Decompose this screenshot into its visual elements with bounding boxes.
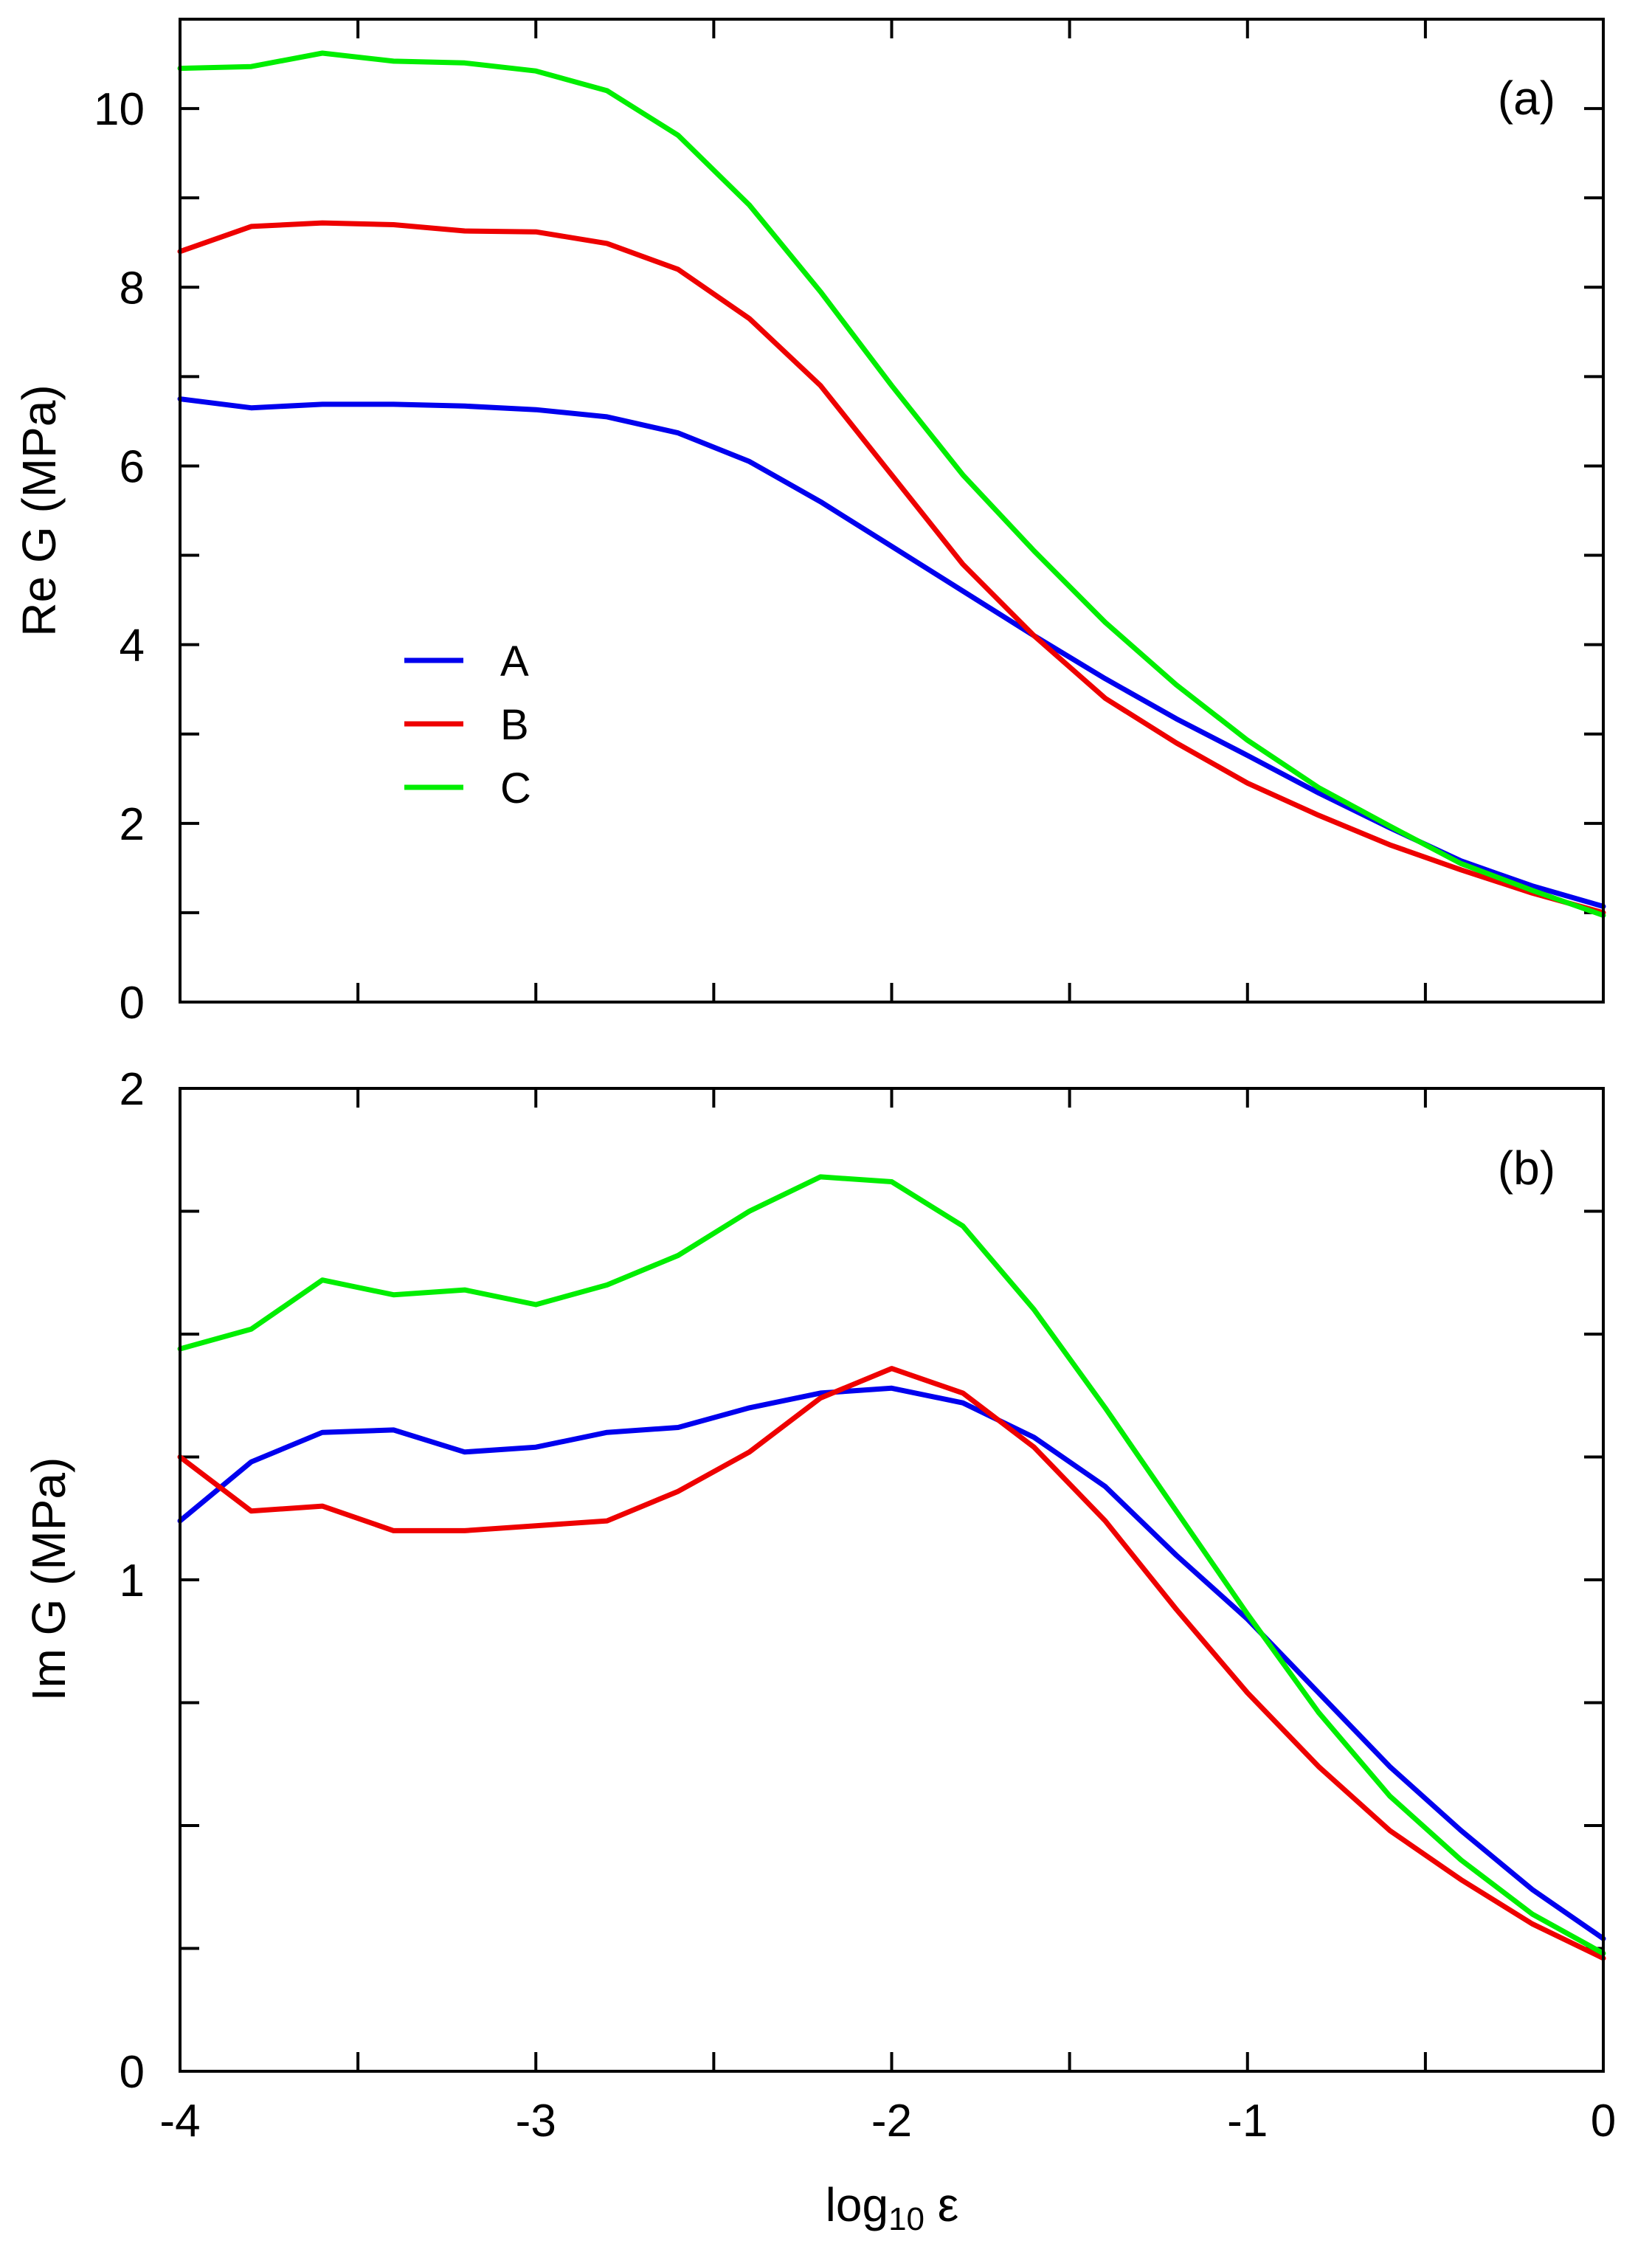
legend-label-b: B <box>500 701 529 749</box>
panel-a-ytick-label: 0 <box>120 978 145 1029</box>
panel-b-ytick-label: 0 <box>120 2047 145 2098</box>
legend-label-a: A <box>500 638 529 686</box>
panel-b-tick-labels: 0 1 2 -4 -3 -2 -1 0 <box>120 1064 1617 2147</box>
panel-a-ytick-label: 4 <box>120 621 145 671</box>
panel-a-series-b <box>177 220 1606 916</box>
panel-b-xtick-label: -4 <box>159 2096 200 2147</box>
panel-a-series-a <box>177 396 1606 909</box>
panel-b-series-c <box>177 1174 1606 1956</box>
panel-b-series <box>177 1174 1606 1961</box>
panel-b-ylabel: Im G (MPa) <box>22 1457 75 1702</box>
panel-b-xtick-label: -1 <box>1227 2096 1268 2147</box>
panel-a-ytick-label: 10 <box>94 84 145 135</box>
panel-a: 0 2 4 6 8 10 (a) Re G (MPa) ABC <box>13 18 1606 1029</box>
panel-a-series <box>177 50 1606 918</box>
panel-b-xtick-label: -2 <box>871 2096 912 2147</box>
panel-b-label: (b) <box>1498 1142 1555 1195</box>
panel-b-ytick-label: 1 <box>120 1555 145 1606</box>
xlabel-subscript: 10 <box>888 2201 925 2237</box>
panel-b-series-a <box>177 1385 1606 1941</box>
panel-b-ytick-label: 2 <box>120 1064 145 1115</box>
panel-b-frame <box>179 1087 1605 2073</box>
panel-a-tick-labels: 0 2 4 6 8 10 <box>94 84 145 1029</box>
panel-b-ticks <box>179 1087 1605 2073</box>
legend: ABC <box>404 638 531 812</box>
xlabel-symbol: ε <box>925 2178 958 2231</box>
panel-a-frame <box>179 18 1605 1004</box>
panel-b-series-b <box>177 1366 1606 1961</box>
panel-b-xtick-label: 0 <box>1591 2096 1616 2147</box>
panel-a-series-c <box>177 50 1606 918</box>
panel-a-ticks <box>179 18 1605 1004</box>
legend-label-c: C <box>500 764 531 812</box>
panel-a-ylabel: Re G (MPa) <box>13 384 66 636</box>
panel-a-ytick-label: 6 <box>120 441 145 492</box>
panel-b-xtick-label: -3 <box>516 2096 556 2147</box>
panel-b-xlabel: log10 ε <box>826 2178 959 2237</box>
panel-a-ytick-label: 2 <box>120 799 145 850</box>
panel-a-label: (a) <box>1498 72 1555 125</box>
panel-b: 0 1 2 -4 -3 -2 -1 0 (b) Im G (MPa) log10 ε <box>22 1064 1616 2237</box>
panel-a-ytick-label: 8 <box>120 263 145 314</box>
